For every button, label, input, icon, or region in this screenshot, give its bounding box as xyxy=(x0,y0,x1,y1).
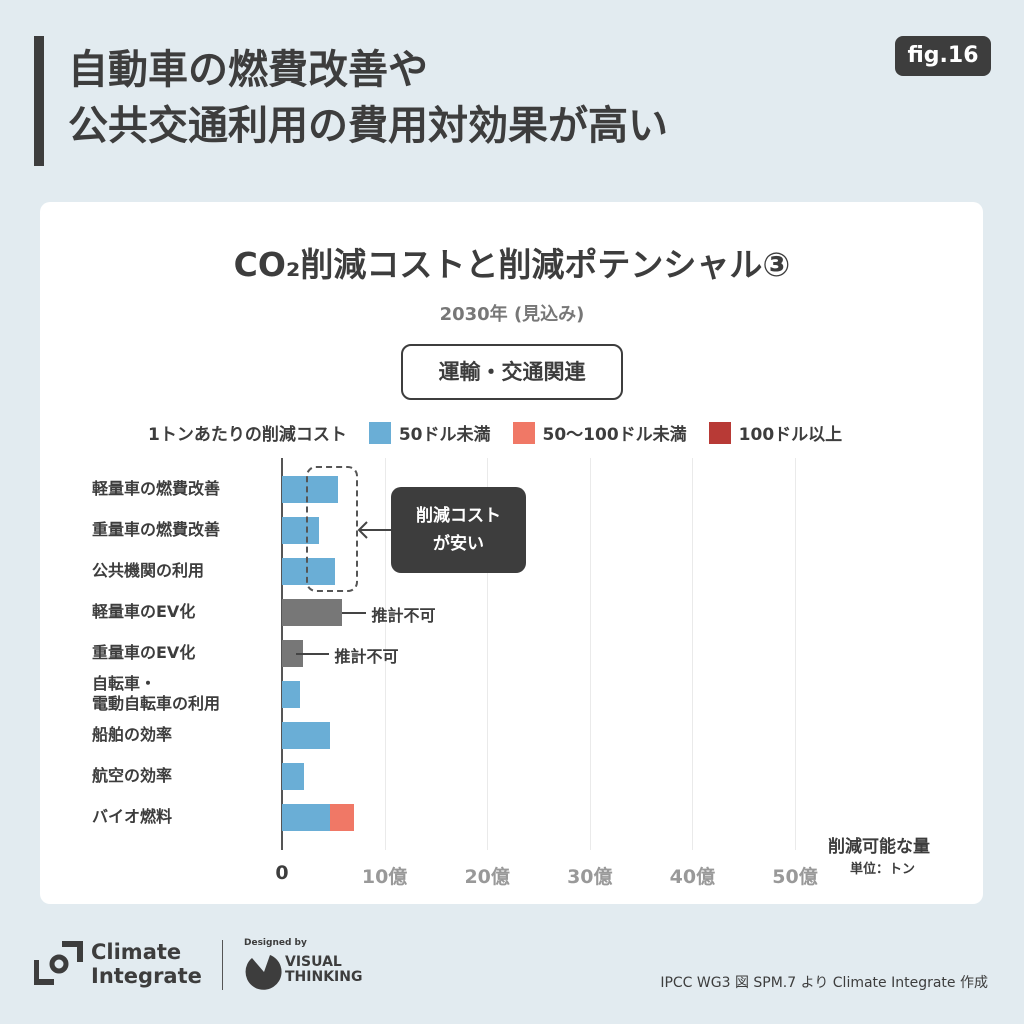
visual-thinking-logo-icon xyxy=(245,955,282,990)
category-label: 航空の効率 xyxy=(92,766,173,785)
fig-badge: fig.16 xyxy=(895,36,991,76)
category-label: バイオ燃料 xyxy=(92,807,173,826)
gridline xyxy=(487,458,489,850)
x-tick-label: 30億 xyxy=(567,866,613,888)
leader-line xyxy=(296,653,329,655)
bar-segment xyxy=(282,598,342,626)
legend-swatch xyxy=(368,421,391,444)
x-axis-label: 削減可能な量 xyxy=(828,837,930,857)
category-label: 船舶の効率 xyxy=(92,725,173,744)
designer-logo: VISUAL THINKING xyxy=(285,954,363,985)
brand-logo: Climate Integrate xyxy=(91,940,202,988)
x-tick-label: 10億 xyxy=(361,866,408,888)
gridline xyxy=(795,458,796,850)
arrow-icon xyxy=(357,521,393,539)
chart-title: CO₂削減コストと削減ポテンシャル③ xyxy=(233,245,791,284)
callout-cheap: 削減コスト が安い xyxy=(391,487,526,573)
legend-swatch xyxy=(512,421,535,444)
source-note: IPCC WG3 図 SPM.7 より Climate Integrate 作成 xyxy=(660,975,988,991)
legend-label: 100ドル以上 xyxy=(738,425,843,445)
category-label: 軽量車のEV化 xyxy=(92,602,196,621)
title-accent-bar xyxy=(34,36,44,166)
bar-segment xyxy=(282,516,319,544)
bar-segment xyxy=(282,475,339,503)
gridline xyxy=(384,458,386,850)
bar-segment xyxy=(282,557,336,585)
not-estimable-label: 推計不可 xyxy=(371,606,436,625)
climate-integrate-logo-icon xyxy=(34,941,83,985)
legend-label: 50ドル未満 xyxy=(398,425,491,445)
leader-line xyxy=(342,612,366,614)
page-title: 自動車の燃費改善や 公共交通利用の費用対効果が高い xyxy=(68,47,668,149)
category-label: 自転車・ 電動自転車の利用 xyxy=(92,674,221,713)
category-label: 重量車の燃費改善 xyxy=(92,520,221,539)
x-tick-label: 40億 xyxy=(669,866,716,888)
bar-segment xyxy=(282,721,331,749)
legend-swatch xyxy=(708,421,731,444)
legend: 1トンあたりの削減コスト 50ドル未満 50〜100ドル未満 100ドル以上 xyxy=(148,420,842,445)
category-label: 軽量車の燃費改善 xyxy=(92,479,221,498)
x-axis-unit: 単位：トン xyxy=(850,862,916,877)
not-estimable-label: 推計不可 xyxy=(334,647,399,666)
bar-segment xyxy=(282,639,303,667)
bar-segment xyxy=(282,762,304,790)
legend-label: 50〜100ドル未満 xyxy=(542,425,687,445)
category-label: 公共機関の利用 xyxy=(92,561,205,580)
bar-segment xyxy=(330,803,354,831)
gridline xyxy=(692,458,694,850)
legend-title: 1トンあたりの削減コスト xyxy=(148,425,347,445)
chart-subtitle: 2030年 (見込み) xyxy=(439,304,585,325)
category-label: 運輸・交通関連 xyxy=(401,344,623,400)
x-tick-label: 50億 xyxy=(772,866,818,888)
category-label: 重量車のEV化 xyxy=(92,643,196,662)
x-tick-label: 0 xyxy=(275,862,289,884)
gridline xyxy=(589,458,591,850)
x-tick-label: 20億 xyxy=(464,866,510,888)
divider xyxy=(222,940,223,990)
designed-by: Designed by xyxy=(244,938,307,948)
highlight-box xyxy=(306,466,358,592)
bar-segment xyxy=(282,680,301,708)
bar-segment xyxy=(282,803,331,831)
